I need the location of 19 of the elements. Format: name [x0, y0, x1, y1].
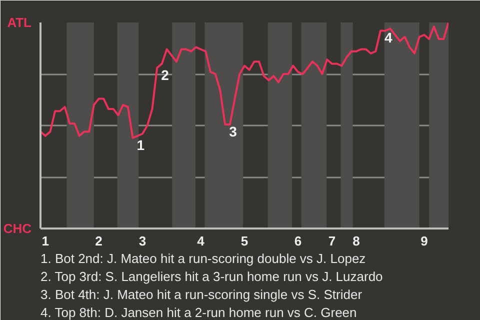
x-tick-label: 6 — [294, 234, 302, 248]
text: 4. Top 8th: D. Jansen hit a 2-run home run vs C. Green — [40, 305, 357, 320]
x-tick-label: 1 — [42, 234, 49, 248]
x-tick-label: 5 — [240, 234, 248, 248]
text: 1. Bot 2nd: J. Mateo hit a run-scoring double vs J. Lopez — [40, 251, 366, 266]
annotation: 2 — [161, 66, 170, 83]
annotation: 3 — [229, 123, 238, 140]
x-tick-label: 4 — [197, 234, 206, 248]
annotation: 1 — [136, 136, 145, 153]
text: ATL — [7, 15, 32, 30]
x-tick-label: 7 — [328, 234, 336, 248]
text: 2. Top 3rd: S. Langeliers hit a 3-run home run vs J. Luzardo — [40, 269, 383, 284]
text: CHC — [3, 221, 32, 236]
x-tick-label: 8 — [352, 234, 360, 248]
x-tick-label: 3 — [138, 234, 146, 248]
text: 3. Bot 4th: J. Mateo hit a run-scoring single vs S. Strider — [40, 287, 363, 302]
x-tick-label: 9 — [420, 234, 428, 248]
annotation: 4 — [384, 30, 392, 46]
x-tick-label: 2 — [95, 234, 102, 248]
